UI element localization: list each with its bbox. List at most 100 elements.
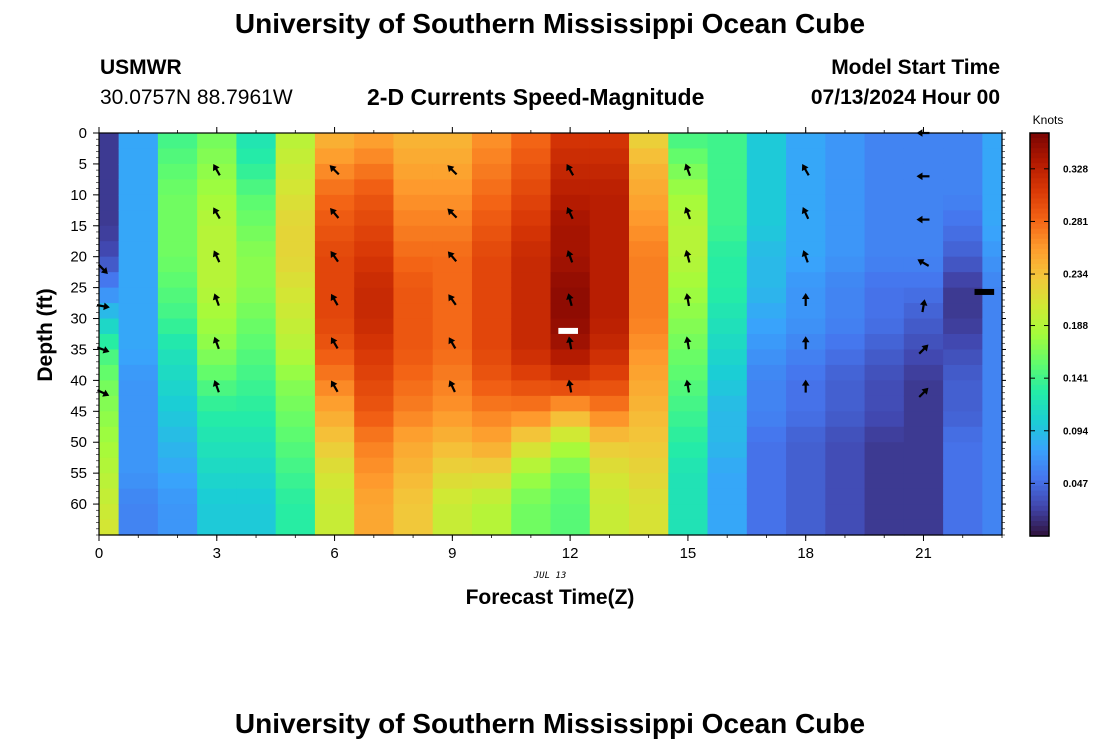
heatmap-cell [118,303,159,320]
heatmap-cell [197,225,238,242]
current-vector-arrow [916,172,930,181]
heatmap-cell [786,256,826,273]
heatmap-cell [629,318,669,335]
heatmap-cell [825,504,866,521]
heatmap-cell [707,179,748,196]
heatmap-cell [589,488,630,505]
heatmap-cell [511,148,552,165]
heatmap-cell [275,163,316,180]
colorbar-segment [1030,425,1049,431]
heatmap-cell [864,148,905,165]
heatmap-cell [629,179,669,196]
heatmap-cell [982,426,1003,443]
colorbar-segment [1030,465,1049,472]
heatmap-cell [943,504,983,521]
heatmap-cell [629,488,669,505]
colorbar-segment [1030,233,1049,240]
heatmap-cell [197,426,238,443]
heatmap-cell [432,194,473,211]
heatmap-cell [275,318,316,335]
heatmap-cell [550,519,591,536]
heatmap-cell [786,210,826,227]
heatmap-cell [511,411,552,428]
heatmap-cell [314,318,355,335]
heatmap-cell [236,179,277,196]
current-vector-arrow [916,215,930,224]
colorbar-segment [1030,485,1049,492]
heatmap-cell [118,488,159,505]
colorbar-segment [1030,369,1049,376]
heatmap-cell [157,148,198,165]
heatmap-cell [354,411,395,428]
heatmap-cell [432,287,473,304]
heatmap-cell [118,411,159,428]
heatmap-cell [589,133,630,150]
heatmap-cell [275,225,316,242]
heatmap-cell [943,133,983,150]
heatmap-cell [118,272,159,289]
current-vector-arrow [212,164,221,176]
heatmap-cell [668,364,709,381]
page-title: University of Southern Mississippi Ocean… [234,8,866,39]
heatmap-cell [903,256,944,273]
heatmap-cell [236,426,277,443]
current-vector-arrow [918,387,929,398]
heatmap-cell [825,442,866,459]
current-vector-arrow [329,165,340,176]
heatmap-cell [393,163,434,180]
heatmap-cell [236,303,277,320]
heatmap-cell [432,303,473,320]
colorbar-segment [1030,324,1049,331]
heatmap-cell [393,488,434,505]
heatmap-cell [943,442,983,459]
heatmap-cell [511,442,552,459]
colorbar-segment [1030,188,1049,195]
current-vector-arrow [330,293,339,306]
heatmap-cell [236,256,277,273]
colorbar-title: Knots [1033,113,1064,127]
heatmap-cell [786,225,826,242]
heatmap-cell [314,194,355,211]
heatmap-cell [471,504,512,521]
heatmap-cell [786,318,826,335]
heatmap-cell [511,318,552,335]
heatmap-cell [511,194,552,211]
heatmap-cell [903,318,944,335]
heatmap-cell [864,395,905,412]
heatmap-cell [746,473,787,490]
heatmap-cell [982,210,1003,227]
heatmap-cell [511,334,552,351]
heatmap-cell [550,256,591,273]
heatmap-cell [118,334,159,351]
heatmap-cell [903,411,944,428]
heatmap-cell [314,504,355,521]
heatmap-cell [982,519,1003,536]
heatmap-cell [118,256,159,273]
heatmap-cell [354,194,395,211]
heatmap-cell [943,287,983,304]
heatmap-cell [393,133,434,150]
heatmap-cell [903,148,944,165]
heatmap-cell [354,334,395,351]
colorbar-segment [1030,294,1049,300]
heatmap-cell [903,488,944,505]
heatmap-cell [393,426,434,443]
heatmap-cell [550,442,591,459]
heatmap-cell [786,148,826,165]
heatmap-cell [157,210,198,227]
colorbar-segment [1030,510,1049,517]
heatmap-cell [825,163,866,180]
colorbar-border [1029,132,1050,537]
heatmap-cell [943,349,983,366]
heatmap-cell [550,148,591,165]
heatmap-cell [864,318,905,335]
heatmap-cell [707,256,748,273]
colorbar-tick-label: 0.188 [1063,321,1088,332]
heatmap-cell [118,163,159,180]
current-vector-arrow [683,336,692,350]
heatmap-cell [197,303,238,320]
colorbar-segment [1030,339,1049,346]
heatmap-cell [589,225,630,242]
colorbar-segment [1030,153,1049,159]
station-id: USMWR [100,56,182,79]
